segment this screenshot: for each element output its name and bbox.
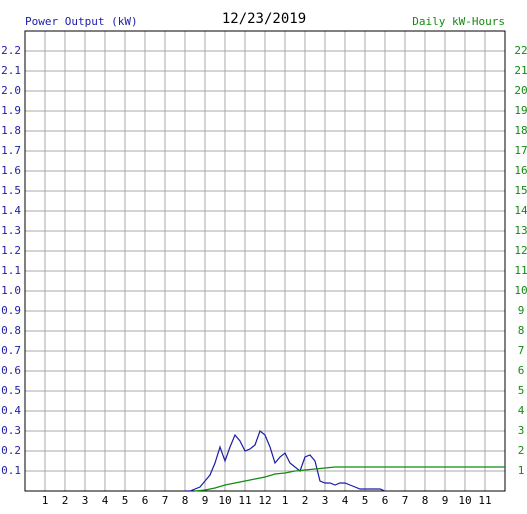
y-tick-label: 1.3 bbox=[1, 224, 21, 237]
y2-tick-label: 7 bbox=[518, 344, 525, 357]
y2-axis-label: Daily kW-Hours bbox=[412, 15, 505, 28]
y-tick-label: 0.1 bbox=[1, 464, 21, 477]
y-tick-label: 1.4 bbox=[1, 204, 21, 217]
x-tick-label: 10 bbox=[458, 494, 471, 507]
y-tick-label: 1.7 bbox=[1, 144, 21, 157]
data-line bbox=[194, 466, 505, 492]
x-tick-label: 4 bbox=[102, 494, 109, 507]
y-tick-label: 2.0 bbox=[1, 84, 21, 97]
y2-tick-label: 14 bbox=[514, 204, 527, 217]
y-tick-label: 2.2 bbox=[1, 44, 21, 57]
x-tick-label: 6 bbox=[142, 494, 149, 507]
y-tick-label: 0.7 bbox=[1, 344, 21, 357]
y2-tick-label: 2 bbox=[518, 444, 525, 457]
y-tick-label: 1.9 bbox=[1, 104, 21, 117]
y2-tick-label: 13 bbox=[514, 224, 527, 237]
x-tick-label: 8 bbox=[422, 494, 429, 507]
y-tick-label: 1.2 bbox=[1, 244, 21, 257]
x-tick-label: 3 bbox=[82, 494, 89, 507]
x-tick-label: 2 bbox=[62, 494, 69, 507]
x-tick-label: 9 bbox=[442, 494, 449, 507]
x-tick-label: 5 bbox=[122, 494, 129, 507]
y2-tick-label: 17 bbox=[514, 144, 527, 157]
y2-tick-label: 5 bbox=[518, 384, 525, 397]
x-tick-label: 1 bbox=[42, 494, 49, 507]
y2-tick-label: 3 bbox=[518, 424, 525, 437]
y-tick-label: 0.3 bbox=[1, 424, 21, 437]
y2-tick-label: 22 bbox=[514, 44, 527, 57]
y-tick-label: 0.6 bbox=[1, 364, 21, 377]
y-tick-label: 0.2 bbox=[1, 444, 21, 457]
x-tick-label: 6 bbox=[382, 494, 389, 507]
x-tick-label: 7 bbox=[162, 494, 169, 507]
x-tick-label: 2 bbox=[302, 494, 309, 507]
y2-tick-label: 12 bbox=[514, 244, 527, 257]
y-axis-label: Power Output (kW) bbox=[25, 15, 138, 28]
x-tick-label: 5 bbox=[362, 494, 369, 507]
data-line bbox=[185, 430, 386, 492]
y2-tick-label: 21 bbox=[514, 64, 527, 77]
x-tick-label: 1 bbox=[282, 494, 289, 507]
y2-tick-label: 9 bbox=[518, 304, 525, 317]
y-tick-label: 1.8 bbox=[1, 124, 21, 137]
y2-tick-label: 16 bbox=[514, 164, 527, 177]
y-tick-label: 1.1 bbox=[1, 264, 21, 277]
y-tick-label: 0.9 bbox=[1, 304, 21, 317]
y2-tick-label: 1 bbox=[518, 464, 525, 477]
y2-tick-label: 20 bbox=[514, 84, 527, 97]
x-tick-label: 4 bbox=[342, 494, 349, 507]
y2-tick-label: 8 bbox=[518, 324, 525, 337]
y-tick-label: 2.1 bbox=[1, 64, 21, 77]
y2-tick-label: 10 bbox=[514, 284, 527, 297]
x-tick-label: 11 bbox=[478, 494, 491, 507]
x-tick-label: 10 bbox=[218, 494, 231, 507]
plot-border bbox=[24, 30, 506, 492]
y-tick-label: 1.0 bbox=[1, 284, 21, 297]
x-tick-label: 11 bbox=[238, 494, 251, 507]
y2-tick-label: 11 bbox=[514, 264, 527, 277]
x-tick-label: 12 bbox=[258, 494, 271, 507]
chart-title: 12/23/2019 bbox=[222, 11, 306, 27]
y2-tick-label: 19 bbox=[514, 104, 527, 117]
y-tick-label: 1.5 bbox=[1, 184, 21, 197]
x-tick-label: 7 bbox=[402, 494, 409, 507]
y2-tick-label: 6 bbox=[518, 364, 525, 377]
y-tick-label: 0.5 bbox=[1, 384, 21, 397]
x-tick-label: 8 bbox=[182, 494, 189, 507]
y-tick-label: 0.8 bbox=[1, 324, 21, 337]
y2-tick-label: 18 bbox=[514, 124, 527, 137]
x-tick-label: 3 bbox=[322, 494, 329, 507]
y-tick-label: 1.6 bbox=[1, 164, 21, 177]
y-tick-label: 0.4 bbox=[1, 404, 21, 417]
y2-tick-label: 4 bbox=[518, 404, 525, 417]
y2-tick-label: 15 bbox=[514, 184, 527, 197]
x-tick-label: 9 bbox=[202, 494, 209, 507]
